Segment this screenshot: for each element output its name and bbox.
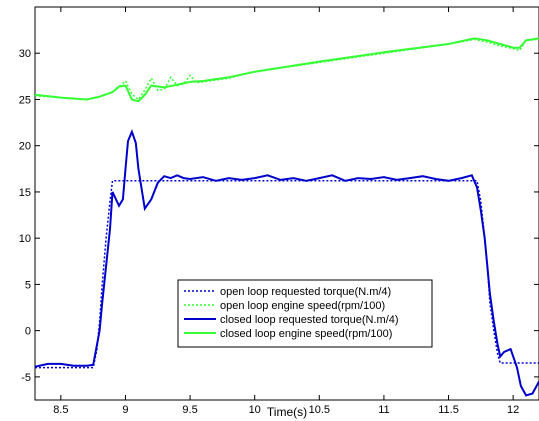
legend-label-closed-torque: closed loop requested torque(N.m/4) bbox=[220, 314, 399, 326]
axis-ticks: 8.5 9 9.5 10 10.5 11 11.5 12 -5 0 5 10 15 20 25 30 bbox=[19, 7, 539, 416]
series-group bbox=[34, 37, 539, 397]
series-open-loop-speed bbox=[34, 38, 539, 101]
legend-label-closed-speed: closed loop engine speed(rpm/100) bbox=[220, 328, 392, 340]
legend: open loop requested torque(N.m/4) open l… bbox=[177, 279, 433, 348]
x-tick-label: 10.5 bbox=[309, 404, 330, 416]
x-tick-label: 9 bbox=[122, 404, 128, 416]
legend-label-open-torque: open loop requested torque(N.m/4) bbox=[220, 286, 391, 298]
y-tick-label: 5 bbox=[25, 279, 31, 291]
x-tick-label: 8.5 bbox=[53, 404, 68, 416]
x-tick-label: 11.5 bbox=[438, 404, 459, 416]
legend-label-open-speed: open loop engine speed(rpm/100) bbox=[220, 300, 385, 312]
y-tick-label: 0 bbox=[25, 326, 31, 338]
legend-box bbox=[177, 279, 433, 348]
x-tick-label: 10 bbox=[249, 404, 261, 416]
x-tick-label: 11 bbox=[378, 404, 389, 416]
x-tick-label: 9.5 bbox=[182, 404, 197, 416]
y-tick-label: 15 bbox=[19, 187, 31, 199]
x-axis-label: Time(s) bbox=[267, 405, 307, 419]
y-tick-label: 25 bbox=[19, 94, 31, 106]
series-open-loop-torque bbox=[35, 180, 539, 369]
series-closed-loop-speed bbox=[34, 37, 539, 103]
x-tick-label: 12 bbox=[507, 404, 519, 416]
y-tick-label: -5 bbox=[21, 372, 31, 384]
y-tick-label: 10 bbox=[19, 233, 31, 245]
y-tick-label: 30 bbox=[19, 48, 31, 60]
series-closed-loop-torque bbox=[34, 129, 539, 397]
y-tick-label: 20 bbox=[19, 141, 31, 153]
